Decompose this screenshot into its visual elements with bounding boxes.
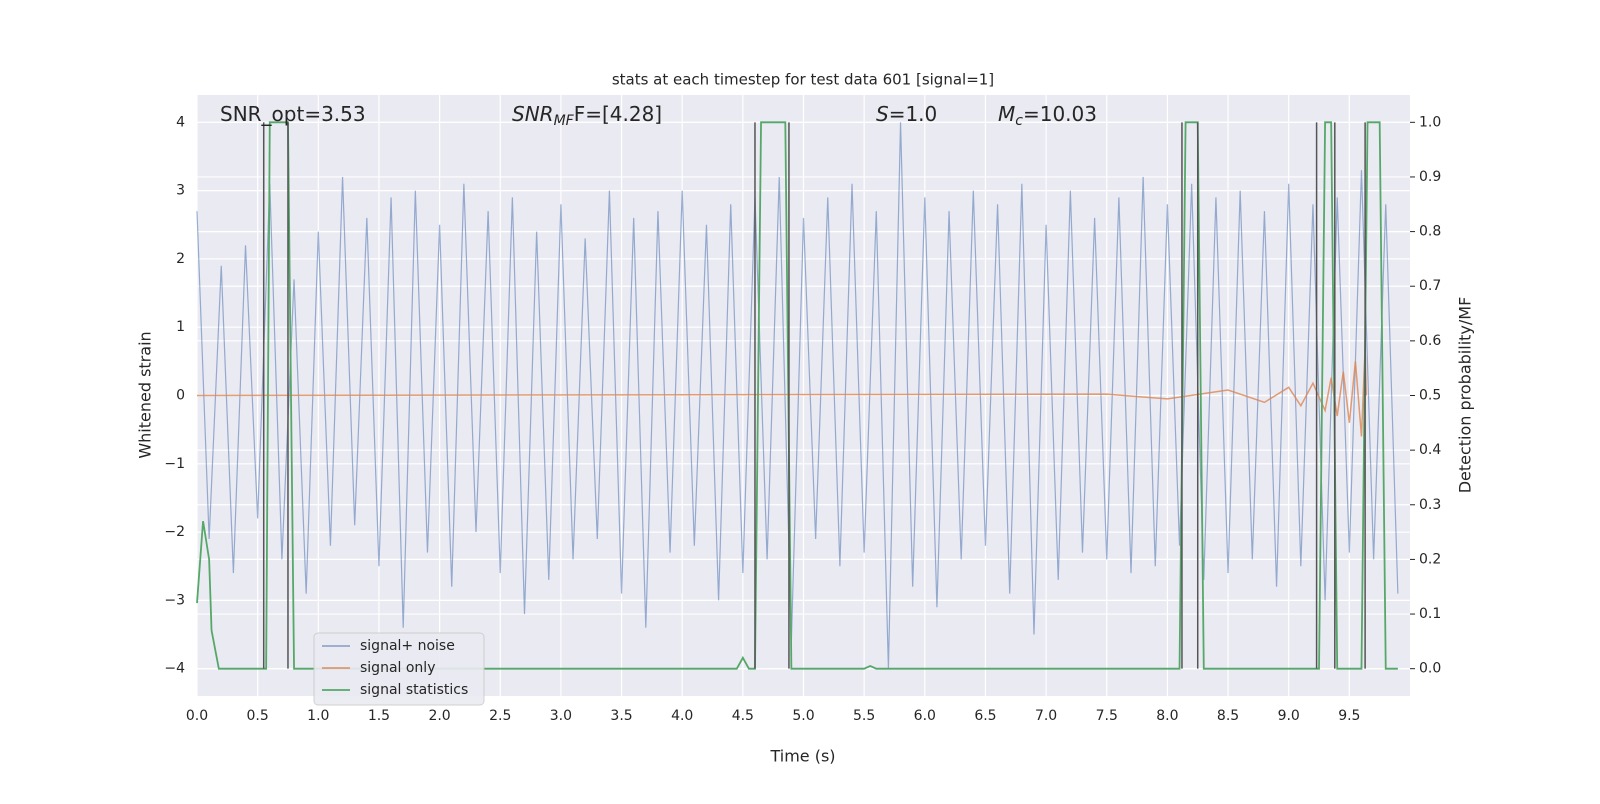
annotation-rest: =10.03 (1023, 102, 1097, 126)
y-tick-label: 2 (176, 251, 185, 267)
x-tick-label: 7.0 (1035, 708, 1057, 724)
y2-tick-label: 0.3 (1419, 497, 1441, 513)
y2-tick-label: 0.1 (1419, 606, 1441, 622)
x-tick-label: 1.5 (368, 708, 390, 724)
chart-title: stats at each timestep for test data 601… (612, 71, 994, 89)
y2-tick-label: 0.7 (1419, 278, 1441, 294)
y-tick-label: −3 (164, 592, 185, 608)
y-tick-label: −1 (164, 456, 185, 472)
y-tick-label: 0 (176, 388, 185, 404)
annotation-main: S (876, 102, 889, 126)
y-tick-label: 3 (176, 183, 185, 199)
annotation: SNRMFF=[4.28] (512, 102, 662, 130)
x-tick-label: 2.5 (489, 708, 511, 724)
x-tick-label: 0.0 (186, 708, 208, 724)
annotation-main: SNR_opt=3.53 (220, 102, 366, 126)
y-tick-label: 1 (176, 319, 185, 335)
y2-tick-label: 0.2 (1419, 551, 1441, 567)
annotation: Mc=10.03 (998, 102, 1097, 130)
x-tick-label: 6.5 (974, 708, 996, 724)
x-tick-label: 3.0 (550, 708, 572, 724)
annotation-sub: MF (554, 113, 575, 129)
legend-label: signal statistics (360, 682, 468, 698)
y2-tick-label: 0.6 (1419, 333, 1441, 349)
y2-tick-label: 0.0 (1419, 661, 1441, 677)
legend-label: signal+ noise (360, 638, 455, 654)
x-tick-label: 3.5 (610, 708, 632, 724)
x-tick-label: 1.0 (307, 708, 329, 724)
annotation: SNR_opt=3.53 (220, 102, 366, 126)
y2-tick-label: 0.5 (1419, 388, 1441, 404)
annotation-main: SNR (512, 102, 554, 126)
x-tick-label: 0.5 (247, 708, 269, 724)
annotation-main: M (998, 102, 1015, 126)
x-tick-label: 9.5 (1338, 708, 1360, 724)
annotation-sub: c (1015, 113, 1023, 129)
x-tick-label: 8.0 (1156, 708, 1178, 724)
x-tick-label: 5.0 (792, 708, 814, 724)
y-tick-label: −2 (164, 524, 185, 540)
x-tick-label: 9.0 (1278, 708, 1300, 724)
x-axis-label: Time (s) (769, 747, 835, 766)
x-tick-label: 6.0 (914, 708, 936, 724)
x-tick-label: 7.5 (1096, 708, 1118, 724)
x-tick-label: 2.0 (428, 708, 450, 724)
y2-axis-label: Detection probability/MF (1456, 297, 1475, 494)
y-axis-label: Whitened strain (136, 331, 155, 458)
legend-label: signal only (360, 660, 435, 676)
annotation: S=1.0 (876, 102, 937, 126)
annotation-rest: F=[4.28] (574, 102, 662, 126)
y2-tick-label: 0.9 (1419, 169, 1441, 185)
y2-tick-label: 1.0 (1419, 114, 1441, 130)
y2-tick-label: 0.4 (1419, 442, 1441, 458)
legend-box (313, 632, 485, 706)
legend: signal+ noise signal only signal statistic… (313, 632, 485, 706)
x-tick-label: 4.5 (732, 708, 754, 724)
y-tick-label: −4 (164, 661, 185, 677)
annotation-rest: =1.0 (889, 102, 938, 126)
y2-tick-label: 0.8 (1419, 224, 1441, 240)
x-tick-label: 4.0 (671, 708, 693, 724)
x-tick-label: 5.5 (853, 708, 875, 724)
x-tick-label: 8.5 (1217, 708, 1239, 724)
series-line (196, 347, 1368, 437)
y-tick-label: 4 (176, 114, 185, 130)
series-line (196, 121, 1398, 670)
